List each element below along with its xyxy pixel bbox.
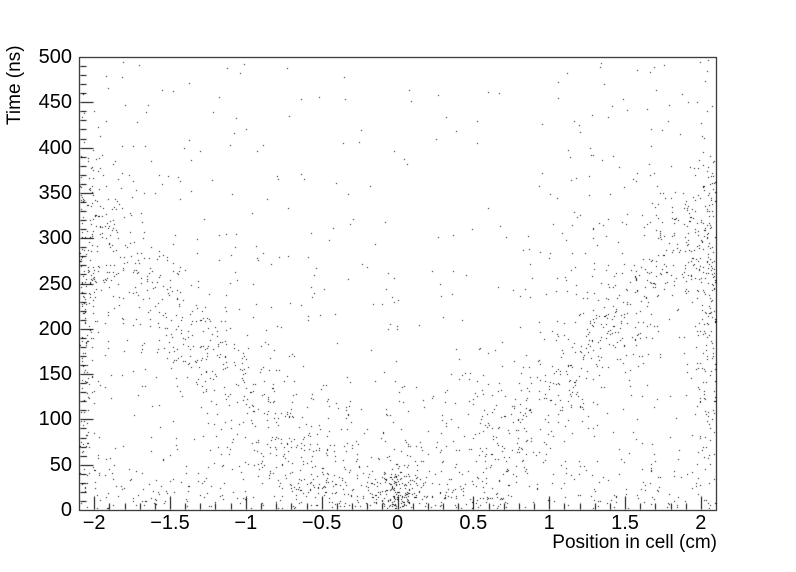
y-tick-label: 500: [38, 46, 72, 68]
x-tick-label: −0.5: [301, 512, 342, 534]
x-tick-label: −1.5: [150, 512, 190, 534]
y-tick-label: 50: [49, 453, 72, 476]
x-tick-label: 2: [695, 512, 707, 534]
y-axis-title: Time (ns): [4, 45, 25, 125]
y-tick-label: 350: [38, 181, 72, 204]
y-tick-label: 300: [38, 227, 72, 250]
y-tick-label: 200: [38, 317, 72, 340]
y-tick-label: 450: [38, 91, 72, 114]
y-tick-label: 400: [38, 136, 72, 159]
x-tick-label: 1: [543, 512, 555, 534]
y-tick-label: 0: [60, 499, 72, 521]
x-tick-label: 1.5: [611, 512, 639, 534]
x-tick-label: 0.5: [459, 512, 488, 534]
y-tick-label: 100: [38, 408, 72, 431]
x-axis-title: Position in cell (cm): [552, 532, 717, 553]
x-tick-label: −1: [234, 512, 258, 534]
x-tick-label: −2: [82, 512, 106, 534]
y-tick-label: 250: [38, 272, 72, 295]
x-tick-label: 0: [391, 512, 404, 534]
y-tick-label: 150: [38, 363, 72, 386]
